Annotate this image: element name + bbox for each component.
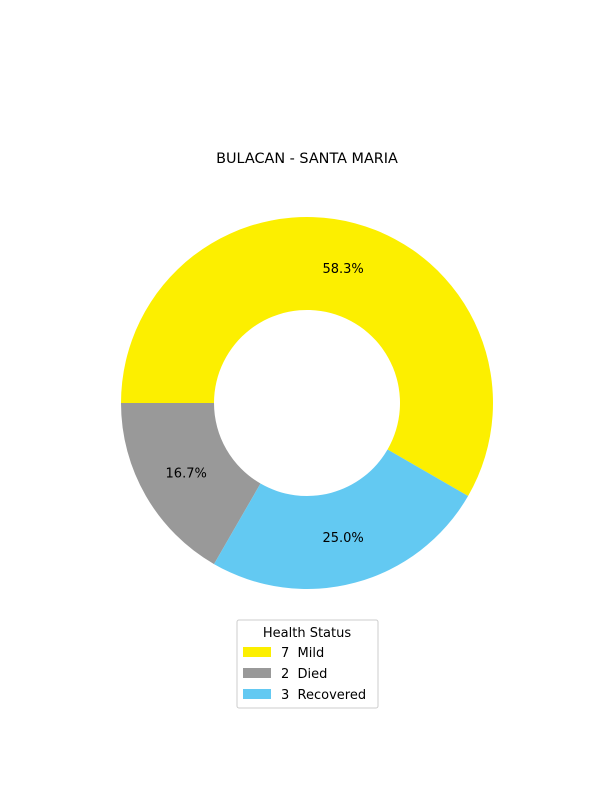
legend-label-mild: 7 Mild	[281, 646, 324, 661]
legend-label-recovered: 3 Recovered	[281, 688, 366, 703]
legend-swatch-died	[243, 668, 271, 678]
legend-title: Health Status	[263, 626, 351, 641]
legend-frame	[236, 619, 379, 709]
slice-mild	[121, 216, 493, 497]
slice-died	[121, 403, 261, 565]
percent-label-died: 16.7%	[166, 466, 207, 481]
legend-swatch-mild	[243, 647, 271, 657]
chart-title: BULACAN - SANTA MARIA	[216, 151, 398, 167]
percent-labels: 58.3% 16.7% 25.0%	[166, 262, 364, 546]
legend-items: 7 Mild 2 Died 3 Recovered	[243, 646, 366, 703]
legend: Health Status 7 Mild 2 Died 3 Recovered	[236, 619, 379, 709]
legend-label-died: 2 Died	[281, 667, 327, 682]
percent-label-mild: 58.3%	[322, 262, 363, 277]
legend-swatch-recovered	[243, 689, 271, 699]
donut-slices	[121, 216, 493, 589]
percent-label-recovered: 25.0%	[322, 531, 363, 546]
slice-recovered	[214, 449, 469, 589]
